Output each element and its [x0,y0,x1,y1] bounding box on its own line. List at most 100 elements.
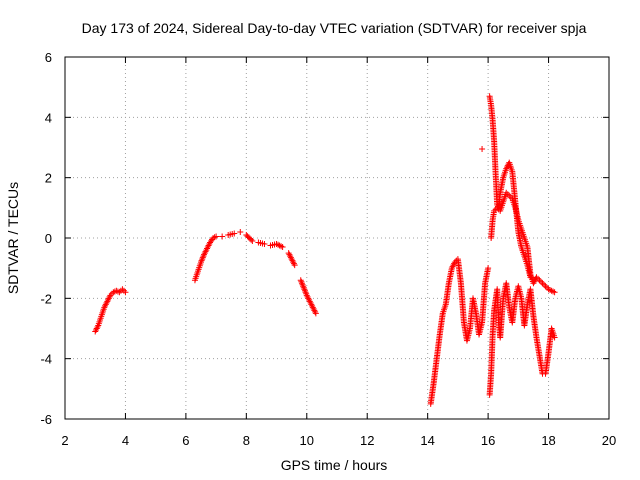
y-tick-label: 2 [45,171,52,186]
grid [65,57,609,419]
data-point [116,289,123,296]
data-point [527,269,534,276]
data-point [497,191,504,198]
data-point [536,351,543,358]
data-point [517,224,524,231]
data-point [523,242,530,249]
data-point [108,290,115,297]
data-point [541,281,548,288]
x-tick-label: 12 [360,433,374,448]
data-point [466,327,473,334]
data-point [542,283,549,290]
series-segment-6 [486,280,558,398]
data-point [309,302,316,309]
data-point [246,235,253,242]
y-tick-label: 4 [45,110,52,125]
data-point [511,203,518,210]
data-point [194,269,201,276]
data-point [122,289,129,296]
data-point [507,194,514,201]
data-point [100,306,107,313]
data-point [548,287,555,294]
data-point [534,275,541,282]
data-point [237,228,244,235]
data-point [524,302,531,309]
x-tick-label: 20 [602,433,616,448]
data-point [213,233,220,240]
data-point [110,289,117,296]
series-segment-2 [191,228,319,317]
data-point [203,247,210,254]
data-point [506,302,513,309]
x-tick-label: 18 [541,433,555,448]
data-point [103,299,110,306]
data-point [248,236,255,243]
data-point [276,242,283,249]
y-tick-label: -4 [40,352,52,367]
data-point [518,242,525,249]
series-segment-1 [92,286,129,335]
data-point [114,288,121,295]
data-point [445,281,452,288]
data-point [520,251,527,258]
data-point [547,287,554,294]
data-point [490,209,497,216]
data-point [229,230,236,237]
data-point [502,167,509,174]
data-point [538,278,544,285]
data-point [303,290,310,297]
data-point [508,166,515,173]
x-tick-label: 14 [420,433,434,448]
data-point [472,308,479,315]
data-point [514,215,521,222]
x-axis-label: GPS time / hours [281,457,388,473]
data-points [92,93,558,407]
x-tick-label: 8 [243,433,250,448]
data-point [499,200,506,207]
data-point [550,288,557,295]
x-tick-label: 2 [61,433,68,448]
data-point [484,266,491,273]
data-point [312,308,319,315]
data-point [499,176,506,183]
data-point [290,260,297,267]
data-point [539,280,546,287]
series-segment-5 [488,189,558,296]
data-point [479,146,486,153]
data-point [544,284,551,291]
data-point [97,315,104,322]
data-point [206,241,213,248]
data-point [120,287,127,294]
data-point [259,240,266,247]
y-tick-label: 0 [45,231,52,246]
data-point [94,323,101,330]
data-point [533,332,540,339]
data-point [478,321,485,328]
x-tick-label: 6 [182,433,189,448]
data-point [520,233,527,240]
x-tick-label: 16 [481,433,495,448]
y-tick-label: -6 [40,412,52,427]
chart-title: Day 173 of 2024, Sidereal Day-to-day VTE… [82,20,587,36]
data-point [448,266,455,273]
data-point [517,293,524,300]
data-point [550,332,557,339]
data-point [439,312,446,319]
y-axis-label: SDTVAR / TECUs [5,182,21,294]
x-tick-label: 4 [122,433,129,448]
data-point [442,303,449,310]
x-tick-label: 10 [300,433,314,448]
data-point [200,253,207,260]
data-point [211,234,218,241]
y-tick-label: 6 [45,50,52,65]
data-point [278,243,285,250]
data-point [512,296,519,303]
data-point [219,233,226,240]
y-tick-label: -2 [40,291,52,306]
data-point [504,191,511,198]
data-point [197,260,204,267]
series-segment-3 [427,256,492,407]
axis-ticks: 2 4 6 8 10 12 14 16 18 20 -6 -4 -2 0 2 4 6 [40,50,616,448]
data-point [106,293,113,300]
